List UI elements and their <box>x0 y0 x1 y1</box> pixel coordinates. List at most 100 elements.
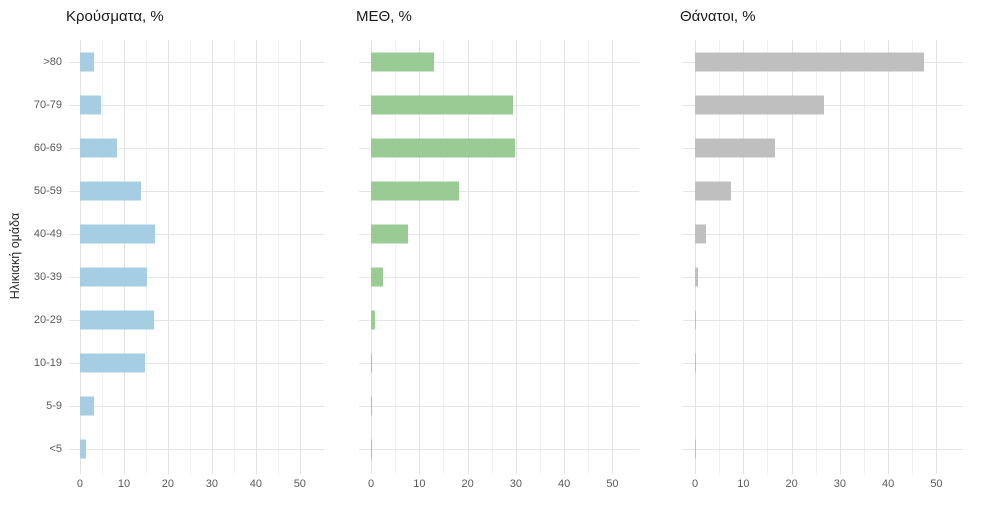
plot-area-icu <box>359 40 639 474</box>
x-tick-label: 10 <box>117 478 131 490</box>
row-gridline <box>69 276 324 278</box>
major-gridline <box>467 40 469 474</box>
bar-5-9 <box>79 396 95 415</box>
row-gridline <box>359 233 639 235</box>
y-tick-label: 30-39 <box>33 270 62 283</box>
minor-gridline <box>491 40 493 474</box>
x-tick-label: 20 <box>161 478 175 490</box>
row-gridline <box>69 104 324 106</box>
minor-gridline <box>540 40 542 474</box>
plot-area-deaths <box>683 40 963 474</box>
bar-20-29 <box>371 310 375 329</box>
bar-5-9 <box>371 396 372 415</box>
row-gridline <box>683 276 963 278</box>
bar-70-79 <box>371 95 513 114</box>
bar-40-49 <box>371 224 408 243</box>
x-tick-label: 40 <box>882 478 895 490</box>
minor-gridline <box>189 40 191 474</box>
row-gridline <box>69 190 324 192</box>
x-axis-cases: 0 10 20 30 40 50 <box>69 478 324 494</box>
minor-gridline <box>443 40 445 474</box>
y-tick-label: 60-69 <box>33 141 62 154</box>
minor-gridline <box>145 40 147 474</box>
row-gridline <box>683 405 963 407</box>
major-gridline <box>936 40 938 474</box>
major-gridline <box>211 40 213 474</box>
minor-gridline <box>277 40 279 474</box>
bar-60-69 <box>79 138 118 157</box>
bar-30-39 <box>79 267 147 286</box>
y-tick-label: 50-59 <box>33 184 62 197</box>
row-gridline <box>359 405 639 407</box>
x-tick-label: 40 <box>558 478 571 490</box>
bar-60-69 <box>371 138 515 157</box>
row-gridline <box>359 61 639 63</box>
x-tick-label: 30 <box>833 478 847 490</box>
major-gridline <box>839 40 841 474</box>
x-tick-label: 30 <box>509 478 523 490</box>
bar-60-69 <box>695 138 776 157</box>
minor-gridline <box>719 40 721 474</box>
row-gridline <box>683 233 963 235</box>
row-gridline <box>69 233 324 235</box>
row-gridline <box>359 319 639 321</box>
minor-gridline <box>101 40 103 474</box>
x-axis-icu: 0 10 20 30 40 50 <box>359 478 639 494</box>
row-gridline <box>69 362 324 364</box>
minor-gridline <box>395 40 397 474</box>
minor-gridline <box>864 40 866 474</box>
major-gridline <box>888 40 890 474</box>
row-gridline <box>683 362 963 364</box>
minor-gridline <box>767 40 769 474</box>
x-tick-label: 0 <box>368 478 375 490</box>
chart-title-icu: ΜΕΘ, % <box>356 8 412 25</box>
major-gridline <box>612 40 614 474</box>
bar-30-39 <box>695 267 699 286</box>
minor-gridline <box>815 40 817 474</box>
bar-20-29 <box>695 310 696 329</box>
bar-40-49 <box>695 224 707 243</box>
row-gridline <box>69 319 324 321</box>
panel-cases: Κρούσματα, % 0 10 20 30 40 50 <box>66 0 324 517</box>
chart-title-deaths: Θάνατοι, % <box>680 8 756 25</box>
x-tick-label: 20 <box>461 478 474 490</box>
panel-icu: ΜΕΘ, % 0 10 20 30 40 50 <box>356 0 639 517</box>
major-gridline <box>255 40 257 474</box>
row-gridline <box>359 276 639 278</box>
major-gridline <box>695 40 697 474</box>
row-gridline <box>683 147 963 149</box>
bar-<5 <box>79 439 87 458</box>
y-tick-label: >80 <box>43 55 62 68</box>
bar->80 <box>79 52 95 71</box>
row-gridline <box>683 448 963 450</box>
y-tick-label: 5-9 <box>46 399 62 412</box>
x-tick-label: 50 <box>930 478 943 490</box>
x-tick-label: 10 <box>737 478 750 490</box>
row-gridline <box>69 405 324 407</box>
row-gridline <box>359 362 639 364</box>
chart-title-cases: Κρούσματα, % <box>66 8 164 25</box>
bar-40-49 <box>79 224 156 243</box>
row-gridline <box>683 319 963 321</box>
bar-50-59 <box>371 181 459 200</box>
bar->80 <box>371 52 434 71</box>
y-tick-label: 20-29 <box>33 313 62 326</box>
minor-gridline <box>233 40 235 474</box>
row-gridline <box>69 61 324 63</box>
bar-10-19 <box>79 353 146 372</box>
x-tick-label: 0 <box>76 478 84 490</box>
bar-70-79 <box>695 95 825 114</box>
minor-gridline <box>912 40 914 474</box>
minor-gridline <box>588 40 590 474</box>
x-tick-label: 10 <box>413 478 426 490</box>
major-gridline <box>123 40 125 474</box>
bar-50-59 <box>695 181 731 200</box>
panel-deaths: Θάνατοι, % 0 10 20 30 40 50 <box>680 0 963 517</box>
bar-10-19 <box>371 353 373 372</box>
y-tick-label: 40-49 <box>33 227 62 240</box>
bar->80 <box>695 52 925 71</box>
row-gridline <box>359 448 639 450</box>
x-axis-deaths: 0 10 20 30 40 50 <box>683 478 963 494</box>
bar-<5 <box>371 439 372 458</box>
